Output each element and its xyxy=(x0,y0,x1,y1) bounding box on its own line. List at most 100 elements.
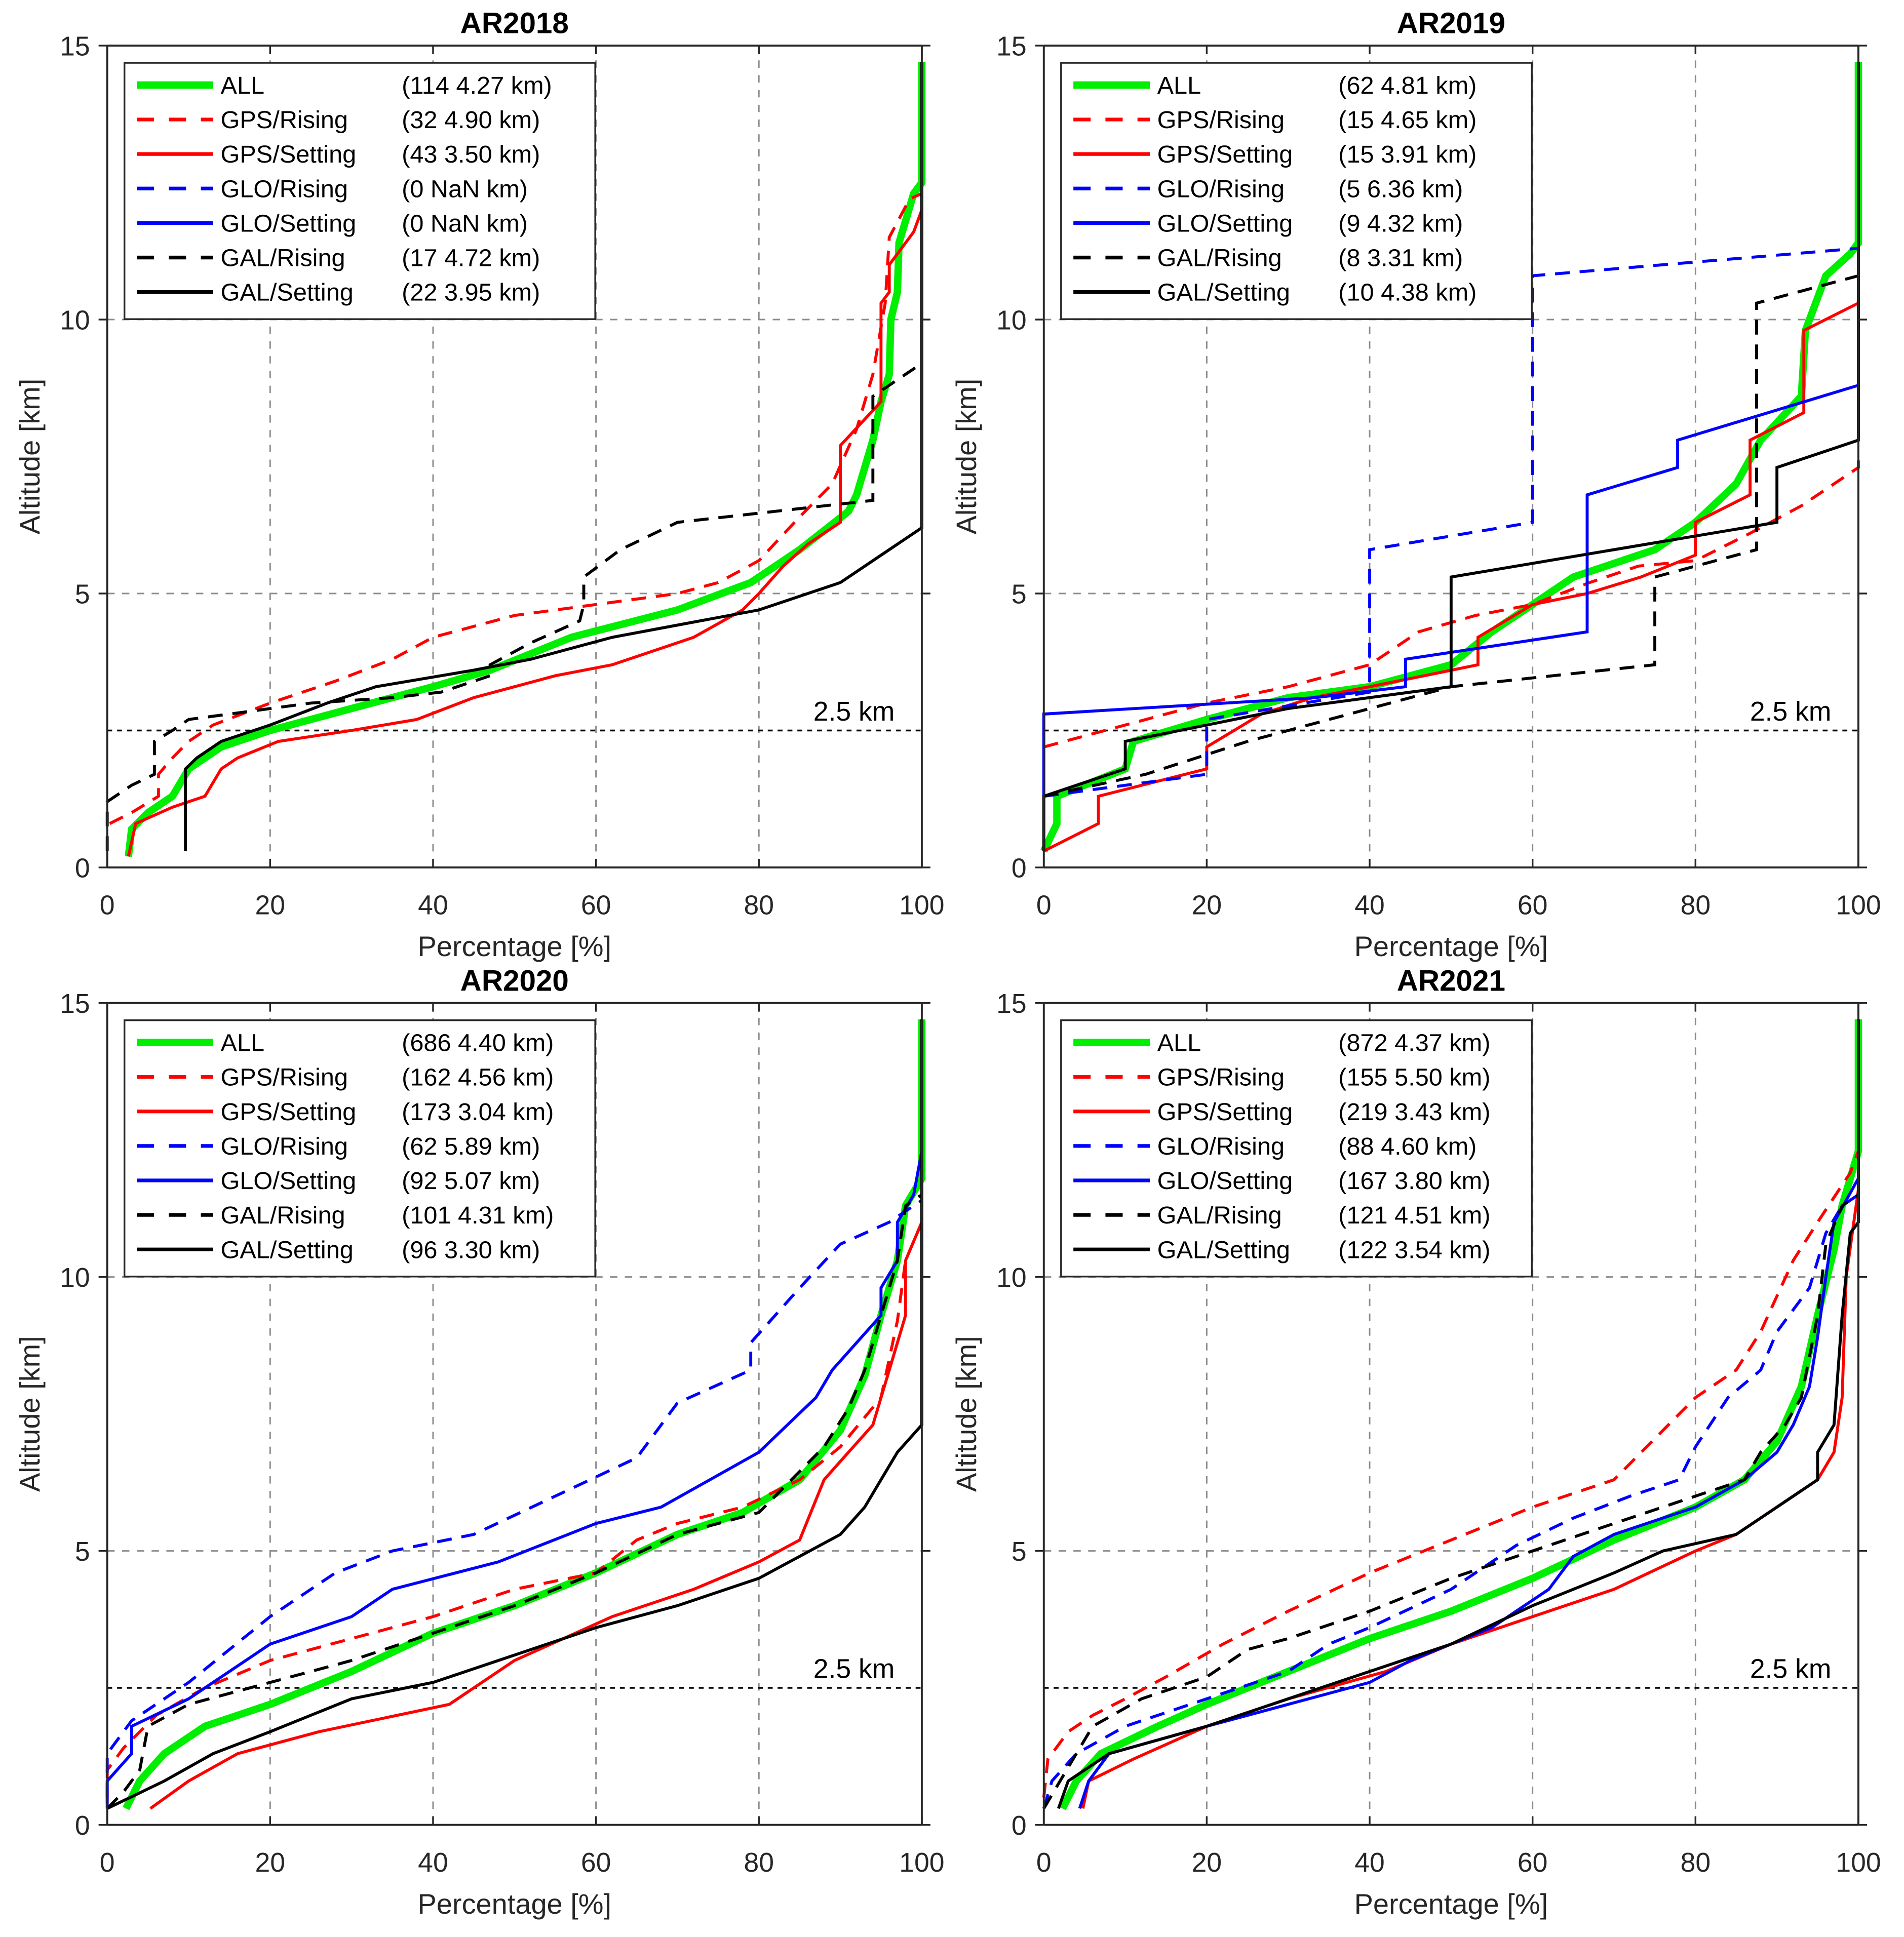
legend-entry[interactable]: GAL/Rising (101 4.31 km) xyxy=(137,1202,554,1229)
legend-box xyxy=(124,1019,596,1278)
x-tick-label: 80 xyxy=(744,890,774,920)
legend-entry[interactable]: GLO/Rising (0 NaN km) xyxy=(137,175,528,203)
x-tick-label: 100 xyxy=(899,890,944,920)
legend-stats: (15 3.91 km) xyxy=(1338,141,1476,168)
series-line-glo-rising xyxy=(1042,1193,1859,1809)
series-lines xyxy=(1040,62,1862,853)
legend-label: GAL/Rising xyxy=(1157,245,1282,272)
legend: ALL (686 4.40 km) GPS/Rising (162 4.56 km) G… xyxy=(124,1019,596,1278)
x-tick-label: 40 xyxy=(418,890,448,920)
series-line-gal-setting xyxy=(106,1019,923,1810)
y-tick-label: 5 xyxy=(75,1537,90,1567)
legend-stats: (219 3.43 km) xyxy=(1338,1098,1490,1126)
legend-entry[interactable]: GAL/Setting (122 3.54 km) xyxy=(1073,1236,1490,1263)
legend-entry[interactable]: GPS/Setting (15 3.91 km) xyxy=(1073,141,1476,168)
legend-entry[interactable]: GPS/Setting (219 3.43 km) xyxy=(1073,1098,1490,1126)
legend-stats: (62 5.89 km) xyxy=(402,1133,540,1160)
legend-entry[interactable]: GAL/Setting (96 3.30 km) xyxy=(137,1236,540,1263)
legend-entry[interactable]: GAL/Rising (17 4.72 km) xyxy=(137,245,540,272)
legend-label: GAL/Setting xyxy=(1157,1236,1290,1263)
legend-entry[interactable]: GLO/Rising (88 4.60 km) xyxy=(1073,1133,1476,1160)
legend-entry[interactable]: GPS/Rising (15 4.65 km) xyxy=(1073,106,1476,134)
y-tick-label: 15 xyxy=(60,989,90,1019)
legend-label: GAL/Rising xyxy=(1157,1202,1282,1229)
legend-stats: (5 6.36 km) xyxy=(1338,175,1463,203)
series-lines xyxy=(1042,1019,1862,1810)
legend-label: GPS/Setting xyxy=(221,141,357,168)
legend-label: GAL/Setting xyxy=(221,1236,354,1263)
x-tick-label: 40 xyxy=(1354,890,1385,920)
legend-box xyxy=(1060,62,1533,320)
x-tick-label: 100 xyxy=(1836,1848,1881,1878)
legend-label: GAL/Rising xyxy=(221,245,345,272)
legend: ALL (62 4.81 km) GPS/Rising (15 4.65 km) GPS… xyxy=(1060,62,1533,320)
legend-entry[interactable]: ALL (872 4.37 km) xyxy=(1073,1030,1490,1057)
legend-entry[interactable]: GAL/Rising (8 3.31 km) xyxy=(1073,245,1463,272)
legend-entry[interactable]: ALL (114 4.27 km) xyxy=(137,72,552,99)
x-axis-label: Percentage [%] xyxy=(1354,1888,1548,1920)
y-axis-label: Altitude [km] xyxy=(950,379,982,535)
x-tick-label: 100 xyxy=(899,1848,944,1878)
y-tick-label: 0 xyxy=(1012,1811,1027,1841)
legend-entry[interactable]: GLO/Setting (92 5.07 km) xyxy=(137,1167,540,1195)
legend-entry[interactable]: GPS/Rising (155 5.50 km) xyxy=(1073,1064,1490,1091)
series-line-glo-rising xyxy=(105,1199,923,1798)
x-axis-label: Percentage [%] xyxy=(418,930,612,962)
legend-entry[interactable]: GPS/Setting (43 3.50 km) xyxy=(137,141,540,168)
y-tick-label: 5 xyxy=(75,579,90,609)
reference-line-label: 2.5 km xyxy=(813,1654,895,1684)
legend-entry[interactable]: GPS/Rising (32 4.90 km) xyxy=(137,106,540,134)
x-tick-label: 60 xyxy=(581,890,611,920)
series-line-gps-setting xyxy=(149,1221,923,1810)
legend-entry[interactable]: GLO/Setting (167 3.80 km) xyxy=(1073,1167,1490,1195)
y-tick-label: 15 xyxy=(996,989,1027,1019)
legend-stats: (15 4.65 km) xyxy=(1338,106,1476,134)
reference-line-label: 2.5 km xyxy=(813,697,895,727)
legend-label: GPS/Setting xyxy=(1157,141,1293,168)
x-tick-label: 20 xyxy=(1192,1848,1222,1878)
y-tick-label: 10 xyxy=(60,1263,90,1293)
legend-stats: (0 NaN km) xyxy=(402,175,528,203)
legend-box xyxy=(124,62,596,320)
legend-label: GLO/Setting xyxy=(1157,210,1293,237)
panel-ar2019: 2.5 km 0 20 40 60 80 100 0 5 10 15 Percentage [%] Al… xyxy=(950,7,1881,962)
y-tick-label: 5 xyxy=(1012,1537,1027,1567)
legend-stats: (114 4.27 km) xyxy=(402,72,552,99)
series-line-gps-setting xyxy=(1081,1189,1860,1809)
legend-entry[interactable]: GPS/Rising (162 4.56 km) xyxy=(137,1064,554,1091)
series-line-all xyxy=(1059,1019,1862,1810)
legend-entry[interactable]: GAL/Rising (121 4.51 km) xyxy=(1073,1202,1490,1229)
y-tick-label: 0 xyxy=(75,853,90,883)
legend-entry[interactable]: GAL/Setting (10 4.38 km) xyxy=(1073,279,1476,306)
legend-stats: (96 3.30 km) xyxy=(402,1236,540,1263)
legend-label: GLO/Setting xyxy=(221,1167,357,1195)
reference-line-label: 2.5 km xyxy=(1750,697,1832,727)
x-tick-label: 40 xyxy=(418,1848,448,1878)
legend-label: ALL xyxy=(1157,1030,1201,1057)
legend-label: GPS/Setting xyxy=(1157,1098,1293,1126)
legend-entry[interactable]: GLO/Rising (62 5.89 km) xyxy=(137,1133,540,1160)
x-axis-label: Percentage [%] xyxy=(1354,930,1548,962)
x-tick-label: 60 xyxy=(1518,1848,1548,1878)
legend-label: ALL xyxy=(1157,72,1201,99)
x-tick-label: 20 xyxy=(255,890,286,920)
legend-stats: (10 4.38 km) xyxy=(1338,279,1476,306)
legend-entry[interactable]: GLO/Setting (0 NaN km) xyxy=(137,210,528,237)
legend-entry[interactable]: GLO/Rising (5 6.36 km) xyxy=(1073,175,1463,203)
legend-label: GAL/Setting xyxy=(1157,279,1290,306)
legend-stats: (167 3.80 km) xyxy=(1338,1167,1490,1195)
series-line-gal-setting xyxy=(1042,62,1860,851)
legend-entry[interactable]: GPS/Setting (173 3.04 km) xyxy=(137,1098,554,1126)
legend-stats: (122 3.54 km) xyxy=(1338,1236,1490,1263)
legend-entry[interactable]: GLO/Setting (9 4.32 km) xyxy=(1073,210,1463,237)
legend-stats: (17 4.72 km) xyxy=(402,245,540,272)
legend-entry[interactable]: ALL (62 4.81 km) xyxy=(1073,72,1476,99)
series-line-gal-rising xyxy=(1042,1193,1859,1809)
legend-entry[interactable]: ALL (686 4.40 km) xyxy=(137,1030,554,1057)
y-axis-label: Altitude [km] xyxy=(950,1336,982,1492)
legend-entry[interactable]: GAL/Setting (22 3.95 km) xyxy=(137,279,540,306)
legend-stats: (8 3.31 km) xyxy=(1338,245,1463,272)
legend-label: GAL/Rising xyxy=(221,1202,345,1229)
